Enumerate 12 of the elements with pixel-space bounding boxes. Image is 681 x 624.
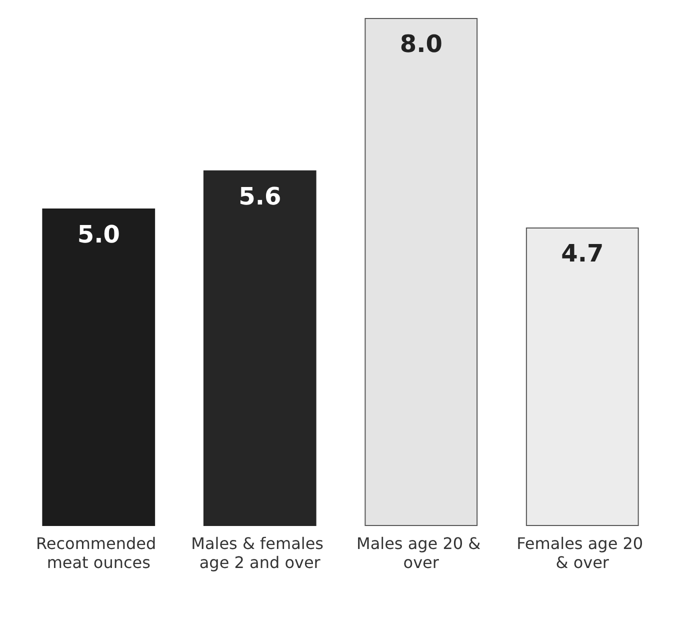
bar xyxy=(203,170,316,526)
bar xyxy=(42,208,156,526)
bar xyxy=(364,18,478,526)
data-label: 5.0 xyxy=(77,220,120,248)
data-label: 4.7 xyxy=(561,240,604,268)
x-tick-label: Males & females age 2 and over xyxy=(191,534,329,572)
x-tick-label: Males age 20 & over xyxy=(356,534,486,572)
x-tick-label: Females age 20 & over xyxy=(516,534,648,572)
bar xyxy=(526,228,639,526)
x-tick-label: Recommended meat ounces xyxy=(36,534,162,572)
data-label: 5.6 xyxy=(238,182,282,210)
data-label: 8.0 xyxy=(400,30,442,58)
